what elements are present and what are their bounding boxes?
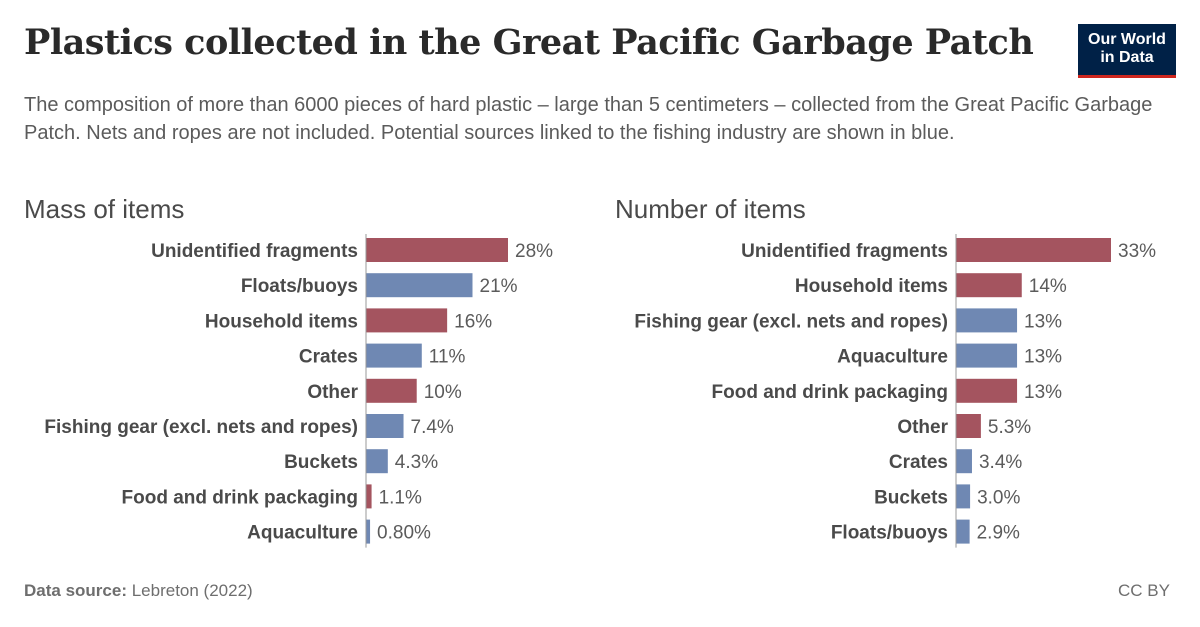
category-label: Fishing gear (excl. nets and ropes)	[634, 311, 948, 332]
value-label: 10%	[424, 382, 462, 403]
data-source-label: Data source:	[24, 581, 127, 600]
chart-0: Unidentified fragments 28% Floats/buoys 21%…	[44, 234, 553, 548]
bar[interactable]	[366, 519, 371, 544]
bar[interactable]	[366, 414, 404, 438]
chart-1: Unidentified fragments 33% Household items…	[634, 234, 1156, 548]
value-label: 13%	[1024, 347, 1062, 368]
category-label: Other	[897, 417, 948, 438]
category-label: Crates	[889, 452, 948, 473]
chart-subtitle: The composition of more than 6000 pieces…	[24, 94, 1153, 144]
bar[interactable]	[366, 449, 388, 474]
bar[interactable]	[956, 519, 970, 544]
value-label: 11%	[429, 347, 466, 368]
category-label: Aquaculture	[247, 523, 358, 544]
bar[interactable]	[956, 449, 972, 474]
bar[interactable]	[366, 484, 372, 509]
data-source: Data source: Lebreton (2022)	[24, 581, 253, 601]
bar[interactable]	[956, 308, 1018, 333]
data-source-value: Lebreton (2022)	[131, 581, 253, 600]
owid-logo[interactable]: Our World in Data	[1078, 24, 1176, 78]
number-panel-title: Number of items	[615, 194, 806, 224]
value-label: 3.4%	[979, 452, 1022, 473]
value-label: 28%	[515, 241, 553, 262]
license[interactable]: CC BY	[1118, 581, 1170, 600]
category-label: Household items	[795, 276, 948, 297]
category-label: Crates	[299, 347, 358, 368]
bar[interactable]	[956, 378, 1018, 403]
logo-line-2: in Data	[1100, 49, 1154, 66]
bar[interactable]	[956, 484, 971, 509]
value-label: 13%	[1024, 311, 1062, 332]
value-label: 4.3%	[395, 452, 438, 473]
value-label: 0.80%	[377, 523, 431, 544]
value-label: 7.4%	[411, 417, 454, 438]
category-label: Buckets	[284, 452, 358, 473]
value-label: 21%	[480, 276, 518, 297]
bar[interactable]	[366, 273, 473, 298]
bar[interactable]	[956, 238, 1111, 262]
logo-line-1: Our World	[1088, 31, 1166, 48]
value-label: 16%	[454, 311, 492, 332]
value-label: 5.3%	[988, 417, 1031, 438]
chart-title: Plastics collected in the Great Pacific …	[24, 22, 1034, 63]
category-label: Unidentified fragments	[741, 241, 948, 262]
bar[interactable]	[956, 343, 1018, 368]
category-label: Floats/buoys	[831, 523, 948, 544]
mass-panel-title: Mass of items	[24, 194, 185, 224]
bar[interactable]	[956, 273, 1022, 298]
value-label: 2.9%	[977, 523, 1020, 544]
bar[interactable]	[366, 378, 417, 403]
bar[interactable]	[956, 414, 981, 438]
value-label: 1.1%	[379, 487, 422, 508]
category-label: Floats/buoys	[241, 276, 358, 297]
value-label: 14%	[1029, 276, 1067, 297]
value-label: 3.0%	[977, 487, 1020, 508]
category-label: Buckets	[874, 487, 948, 508]
bar[interactable]	[366, 308, 448, 333]
category-label: Food and drink packaging	[712, 382, 948, 403]
category-label: Household items	[205, 311, 358, 332]
category-label: Unidentified fragments	[151, 241, 358, 262]
value-label: 33%	[1118, 241, 1156, 262]
category-label: Food and drink packaging	[122, 487, 358, 508]
bar[interactable]	[366, 238, 508, 262]
category-label: Aquaculture	[837, 347, 948, 368]
value-label: 13%	[1024, 382, 1062, 403]
category-label: Other	[307, 382, 358, 403]
category-label: Fishing gear (excl. nets and ropes)	[44, 417, 358, 438]
bar[interactable]	[366, 343, 422, 368]
